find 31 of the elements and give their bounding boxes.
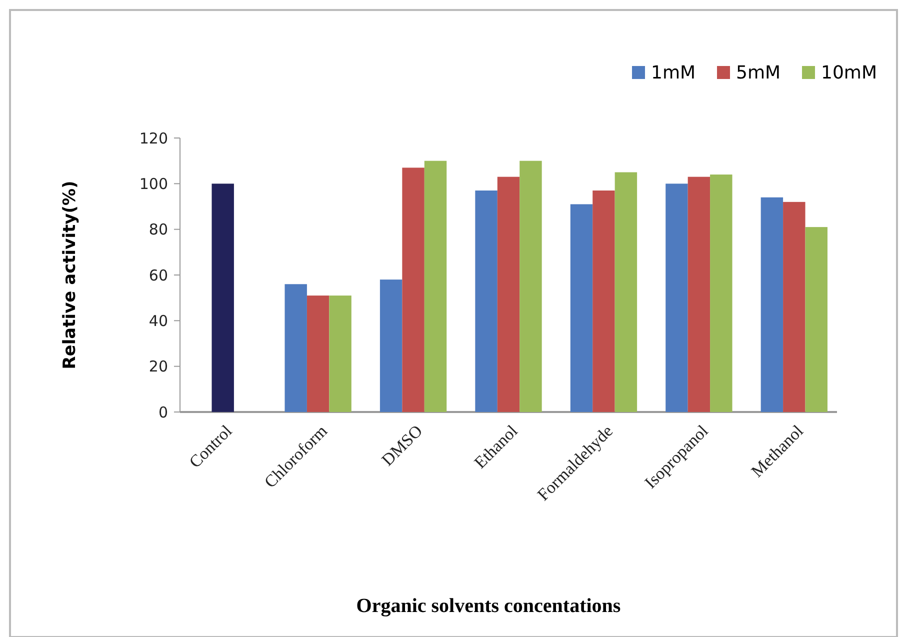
bar — [284, 284, 307, 412]
y-tick-label: 120 — [139, 129, 168, 148]
legend-label: 5mM — [736, 62, 781, 84]
bar — [475, 190, 498, 412]
bar — [520, 160, 542, 412]
bar — [805, 227, 828, 412]
y-tick-label: 80 — [148, 220, 168, 239]
bar — [614, 172, 638, 412]
x-axis-title: Organic solvents concentations — [356, 595, 621, 617]
legend-label: 1mM — [651, 62, 696, 84]
bar — [424, 160, 447, 412]
bar — [402, 168, 424, 412]
bar — [306, 296, 330, 412]
bar — [497, 176, 520, 412]
bar — [329, 296, 352, 412]
y-axis-title: Relative activity(%) — [60, 180, 80, 370]
bar — [666, 184, 688, 412]
bar — [592, 190, 615, 412]
y-tick-label: 20 — [148, 358, 168, 376]
bar — [380, 280, 402, 412]
bar — [783, 202, 806, 412]
bar — [710, 174, 732, 412]
y-tick-label: 60 — [148, 266, 168, 284]
y-tick-label: 0 — [158, 403, 168, 422]
bar — [212, 184, 234, 412]
bar — [570, 204, 593, 412]
y-tick-label: 100 — [139, 174, 168, 193]
legend-label: 10mM — [821, 62, 877, 84]
y-tick-label: 40 — [148, 312, 168, 330]
bar — [760, 197, 784, 412]
bar — [688, 176, 710, 412]
